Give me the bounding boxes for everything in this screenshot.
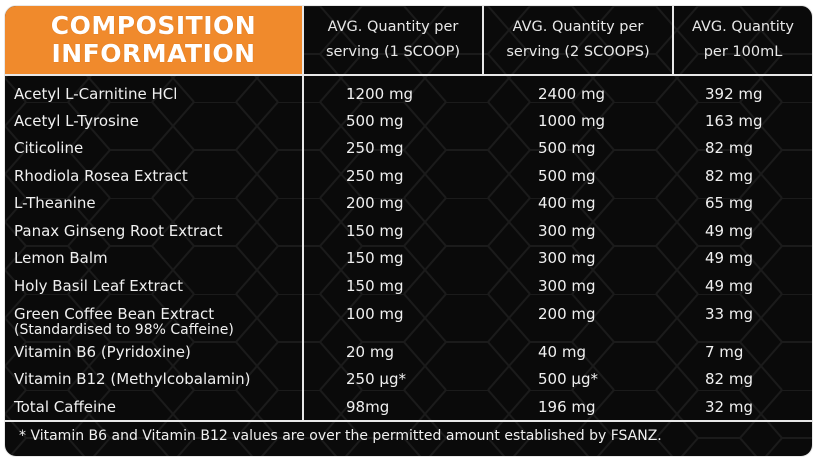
value-2-scoops: 1000 mg	[538, 112, 606, 130]
ingredient-name: L-Theanine	[14, 194, 96, 212]
value-per-100ml: 32 mg	[705, 398, 753, 416]
value-1-scoop: 500 mg	[346, 112, 404, 130]
composition-table: COMPOSITION INFORMATION AVG. Quantity pe…	[4, 5, 813, 457]
column-header-1-scoop: AVG. Quantity per serving (1 SCOOP)	[304, 6, 484, 76]
column-header-line: AVG. Quantity per	[512, 19, 644, 35]
column-divider	[302, 74, 304, 421]
value-1-scoop: 200 mg	[346, 194, 404, 212]
ingredient-name: Lemon Balm	[14, 249, 108, 267]
hexagon-pattern-background	[5, 6, 812, 456]
value-1-scoop: 100 mg	[346, 305, 404, 323]
column-header-2-scoops: AVG. Quantity per serving (2 SCOOPS)	[484, 6, 674, 76]
ingredient-name: Panax Ginseng Root Extract	[14, 222, 223, 240]
value-per-100ml: 392 mg	[705, 85, 763, 103]
ingredient-name: Vitamin B6 (Pyridoxine)	[14, 343, 191, 361]
ingredient-name: Holy Basil Leaf Extract	[14, 277, 183, 295]
ingredient-subtitle: (Standardised to 98% Caffeine)	[14, 322, 234, 338]
ingredient-name-block: Green Coffee Bean Extract (Standardised …	[14, 305, 234, 337]
value-1-scoop: 1200 mg	[346, 85, 414, 103]
footnote-divider	[5, 420, 812, 422]
value-2-scoops: 300 mg	[538, 277, 596, 295]
column-header-line: AVG. Quantity	[691, 19, 795, 35]
ingredient-name: Acetyl L-Carnitine HCl	[14, 85, 178, 103]
value-per-100ml: 49 mg	[705, 277, 753, 295]
value-2-scoops: 196 mg	[538, 398, 596, 416]
column-header-line: serving (2 SCOOPS)	[506, 44, 650, 60]
value-1-scoop: 150 mg	[346, 277, 404, 295]
column-header-line: AVG. Quantity per	[327, 19, 459, 35]
title-line-1: COMPOSITION	[50, 11, 257, 40]
value-2-scoops: 500 µg*	[538, 370, 598, 388]
value-per-100ml: 82 mg	[705, 370, 753, 388]
value-per-100ml: 82 mg	[705, 139, 753, 157]
footnote: * Vitamin B6 and Vitamin B12 values are …	[19, 428, 662, 444]
value-per-100ml: 49 mg	[705, 249, 753, 267]
value-2-scoops: 500 mg	[538, 167, 596, 185]
value-1-scoop: 98mg	[346, 398, 390, 416]
value-1-scoop: 20 mg	[346, 343, 394, 361]
value-per-100ml: 163 mg	[705, 112, 763, 130]
ingredient-name: Acetyl L-Tyrosine	[14, 112, 139, 130]
value-2-scoops: 2400 mg	[538, 85, 606, 103]
value-1-scoop: 150 mg	[346, 222, 404, 240]
ingredient-name: Green Coffee Bean Extract	[14, 305, 215, 323]
column-header-line: serving (1 SCOOP)	[325, 44, 461, 60]
value-2-scoops: 300 mg	[538, 222, 596, 240]
value-2-scoops: 500 mg	[538, 139, 596, 157]
value-2-scoops: 200 mg	[538, 305, 596, 323]
value-per-100ml: 49 mg	[705, 222, 753, 240]
value-per-100ml: 33 mg	[705, 305, 753, 323]
ingredient-name: Citicoline	[14, 139, 84, 157]
title-line-2: INFORMATION	[51, 39, 256, 68]
column-header-line: per 100mL	[703, 44, 783, 60]
value-2-scoops: 40 mg	[538, 343, 586, 361]
table-title: COMPOSITION INFORMATION	[5, 6, 304, 76]
value-1-scoop: 250 µg*	[346, 370, 406, 388]
column-header-per-100ml: AVG. Quantity per 100mL	[674, 6, 812, 76]
value-2-scoops: 400 mg	[538, 194, 596, 212]
value-per-100ml: 65 mg	[705, 194, 753, 212]
value-1-scoop: 150 mg	[346, 249, 404, 267]
ingredient-name: Vitamin B12 (Methylcobalamin)	[14, 370, 251, 388]
value-1-scoop: 250 mg	[346, 167, 404, 185]
value-2-scoops: 300 mg	[538, 249, 596, 267]
value-per-100ml: 7 mg	[705, 343, 744, 361]
ingredient-name: Total Caffeine	[14, 398, 116, 416]
value-per-100ml: 82 mg	[705, 167, 753, 185]
ingredient-name: Rhodiola Rosea Extract	[14, 167, 188, 185]
value-1-scoop: 250 mg	[346, 139, 404, 157]
